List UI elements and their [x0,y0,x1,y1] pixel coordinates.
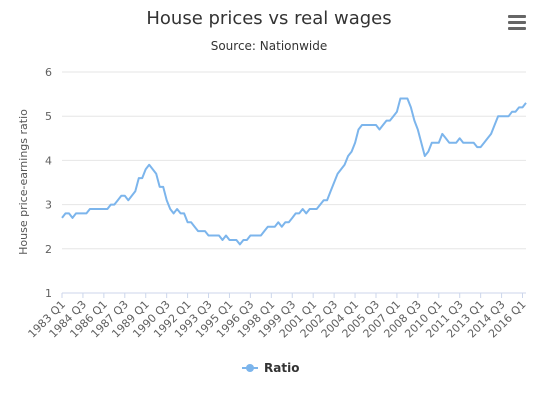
legend-marker [246,364,254,372]
y-tick-label: 3 [45,199,52,212]
y-tick-label: 1 [45,287,52,300]
chart-title: House prices vs real wages [146,8,391,29]
y-axis-ticks: 1 2 3 4 5 6 [45,66,52,300]
y-axis-title: House price-earnings ratio [17,109,30,255]
legend[interactable]: Ratio [242,361,299,375]
y-tick-label: 4 [45,154,52,167]
chart-subtitle: Source: Nationwide [211,39,328,53]
y-tick-label: 6 [45,66,52,79]
hamburger-menu-icon[interactable] [508,15,526,30]
series-line-ratio[interactable] [61,97,527,246]
legend-item-ratio[interactable]: Ratio [264,361,299,375]
y-tick-label: 2 [45,243,52,256]
gridlines [62,71,526,294]
series-layer [61,97,527,246]
y-tick-label: 5 [45,110,52,123]
